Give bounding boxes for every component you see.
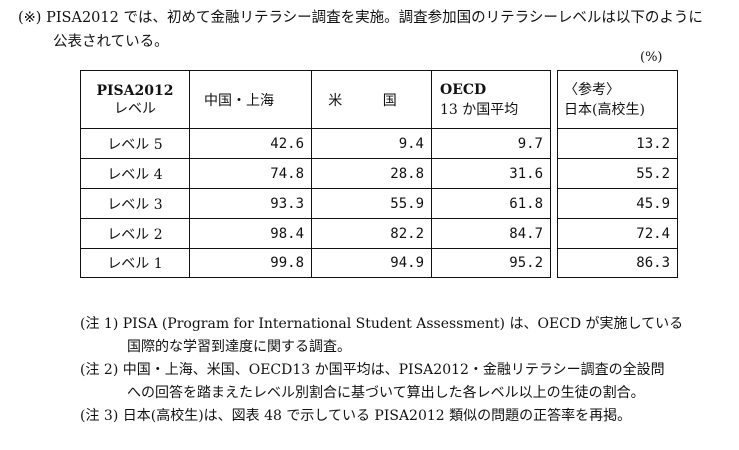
header-japan: 〈参考〉 日本(高校生) xyxy=(557,70,678,128)
cell-oecd: 84.7 xyxy=(431,218,551,248)
row-level: レベル 4 xyxy=(80,158,189,188)
header-oecd: OECD 13 か国平均 xyxy=(431,70,551,128)
intro-line-1: (※) PISA2012 では、初めて金融リテラシー調査を実施。調査参加国のリテ… xyxy=(18,10,703,26)
note-2: (注 2) 中国・上海、米国、OECD13 か国平均は、PISA2012・金融リ… xyxy=(80,359,730,405)
header-oecd-line2: 13 か国平均 xyxy=(440,101,519,118)
table-row: レベル 5 42.6 9.4 9.7 13.2 xyxy=(80,128,678,158)
header-oecd-line1: OECD xyxy=(440,81,487,98)
row-level: レベル 1 xyxy=(80,248,189,278)
row-level: レベル 5 xyxy=(80,128,189,158)
header-level-line1: PISA2012 xyxy=(96,82,174,99)
note-3-line1: (注 3) 日本(高校生)は、図表 48 で示している PISA2012 類似の… xyxy=(80,408,632,424)
notes-section: (注 1) PISA (Program for International St… xyxy=(80,313,730,428)
header-japan-line2: 日本(高校生) xyxy=(564,101,645,118)
cell-oecd: 61.8 xyxy=(431,188,551,218)
cell-shanghai: 98.4 xyxy=(189,218,311,248)
header-shanghai: 中国・上海 xyxy=(189,70,311,128)
intro-text: (※) PISA2012 では、初めて金融リテラシー調査を実施。調査参加国のリテ… xyxy=(18,6,730,54)
cell-us: 55.9 xyxy=(311,188,431,218)
cell-japan: 13.2 xyxy=(557,128,678,158)
note-2-line1: (注 2) 中国・上海、米国、OECD13 か国平均は、PISA2012・金融リ… xyxy=(80,362,665,378)
literacy-level-table: PISA2012 レベル 中国・上海 米 国 OECD 13 か国平均 〈参考〉… xyxy=(80,70,678,278)
note-1-line2: 国際的な学習到達度に関する調査。 xyxy=(127,339,351,355)
table-header-row: PISA2012 レベル 中国・上海 米 国 OECD 13 か国平均 〈参考〉… xyxy=(80,70,678,128)
note-1: (注 1) PISA (Program for International St… xyxy=(80,313,730,359)
table-row: レベル 4 74.8 28.8 31.6 55.2 xyxy=(80,158,678,188)
cell-us: 82.2 xyxy=(311,218,431,248)
unit-label: (%) xyxy=(640,50,663,65)
cell-shanghai: 93.3 xyxy=(189,188,311,218)
cell-us: 94.9 xyxy=(311,248,431,278)
row-level: レベル 2 xyxy=(80,218,189,248)
cell-us: 28.8 xyxy=(311,158,431,188)
header-level-line2: レベル xyxy=(114,100,156,117)
cell-japan: 72.4 xyxy=(557,218,678,248)
note-2-line2: への回答を踏まえたレベル別割合に基づいて算出した各レベル以上の生徒の割合。 xyxy=(127,385,645,401)
cell-shanghai: 42.6 xyxy=(189,128,311,158)
cell-shanghai: 99.8 xyxy=(189,248,311,278)
intro-line-2: 公表されている。 xyxy=(53,34,169,50)
header-level: PISA2012 レベル xyxy=(80,70,189,128)
table-row: レベル 1 99.8 94.9 95.2 86.3 xyxy=(80,248,678,278)
row-level: レベル 3 xyxy=(80,188,189,218)
cell-shanghai: 74.8 xyxy=(189,158,311,188)
cell-oecd: 9.7 xyxy=(431,128,551,158)
header-us: 米 国 xyxy=(311,70,431,128)
note-1-line1: (注 1) PISA (Program for International St… xyxy=(80,316,684,332)
header-japan-line1: 〈参考〉 xyxy=(564,81,620,98)
table-row: レベル 3 93.3 55.9 61.8 45.9 xyxy=(80,188,678,218)
cell-oecd: 95.2 xyxy=(431,248,551,278)
cell-us: 9.4 xyxy=(311,128,431,158)
note-3: (注 3) 日本(高校生)は、図表 48 で示している PISA2012 類似の… xyxy=(80,405,730,428)
cell-japan: 86.3 xyxy=(557,248,678,278)
cell-oecd: 31.6 xyxy=(431,158,551,188)
cell-japan: 55.2 xyxy=(557,158,678,188)
cell-japan: 45.9 xyxy=(557,188,678,218)
table-row: レベル 2 98.4 82.2 84.7 72.4 xyxy=(80,218,678,248)
